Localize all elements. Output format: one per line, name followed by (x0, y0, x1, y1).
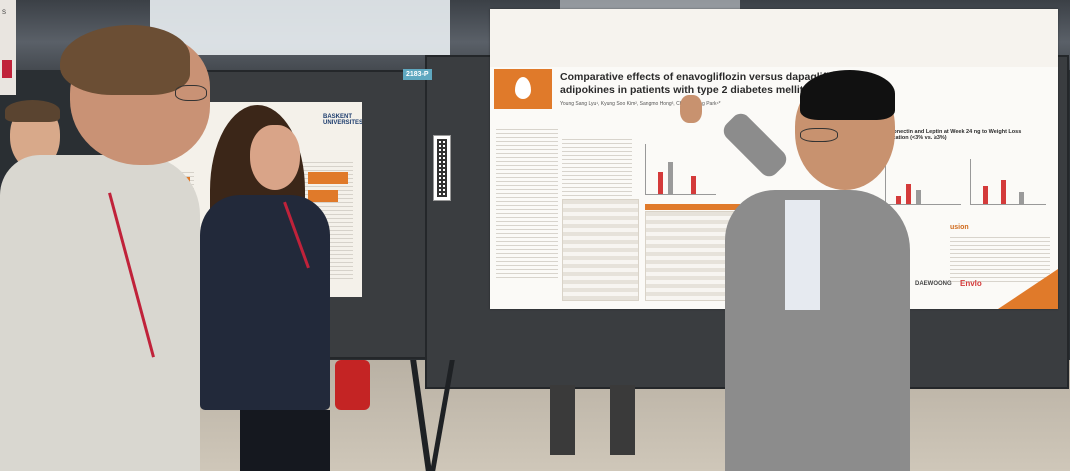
adipokine-chart (970, 159, 1046, 205)
hair (5, 100, 60, 122)
glasses (800, 128, 838, 142)
baseline-table (562, 199, 639, 301)
chart-bar (1001, 180, 1006, 204)
adipokine-chart (885, 159, 961, 205)
section-bar (308, 190, 338, 202)
presenter-gray-suit (680, 70, 930, 471)
poster-title: Comparative effects of enavogliflozin ve… (560, 71, 866, 96)
chart-bar (668, 162, 673, 194)
conclusion-heading: usion (950, 224, 969, 231)
chart-bar (1019, 192, 1024, 204)
raised-arm (719, 109, 791, 181)
chart-bar (691, 176, 696, 194)
poster-header: Comparative effects of enavogliflozin ve… (490, 9, 1058, 109)
chart-bar (658, 172, 663, 194)
introduction-column (496, 129, 558, 279)
chart-bar (906, 184, 911, 204)
blood-drop-logo (494, 69, 552, 109)
white-shirt (785, 200, 820, 310)
board-number-tag: 2183-P (403, 69, 432, 80)
university-logo: BASKENT UNIVERSITESI (323, 114, 362, 126)
glasses (175, 85, 207, 101)
chart-bar (896, 196, 901, 204)
attendee-light-shirt (0, 15, 220, 471)
face (250, 125, 300, 190)
attendee-navy-blazer (195, 105, 370, 471)
red-handbag (335, 360, 370, 410)
sponsor-logo: DAEWOONG (915, 281, 952, 287)
poster-authors: Young Sang Lyu¹, Kyung Soo Kim², Sangmo … (560, 101, 721, 107)
hair (60, 25, 190, 95)
table-header-bar (645, 204, 740, 210)
skylight (150, 0, 450, 55)
conclusion-text (950, 237, 1050, 282)
qr-code (433, 135, 451, 201)
pointing-hand (680, 95, 702, 123)
chart-bar (916, 190, 921, 204)
wall-sign: S (0, 0, 16, 95)
results-chart (645, 144, 716, 195)
background-person-legs (550, 385, 640, 471)
figure-title: in Adiponectin and Leptin at Week 24 ng … (875, 129, 1022, 141)
trousers (240, 410, 330, 471)
hair (800, 70, 895, 120)
blazer (200, 195, 330, 410)
shirt (0, 155, 200, 471)
sponsor-logo: Envlo (960, 279, 982, 288)
section-bar (308, 172, 348, 184)
chart-bar (983, 186, 988, 204)
